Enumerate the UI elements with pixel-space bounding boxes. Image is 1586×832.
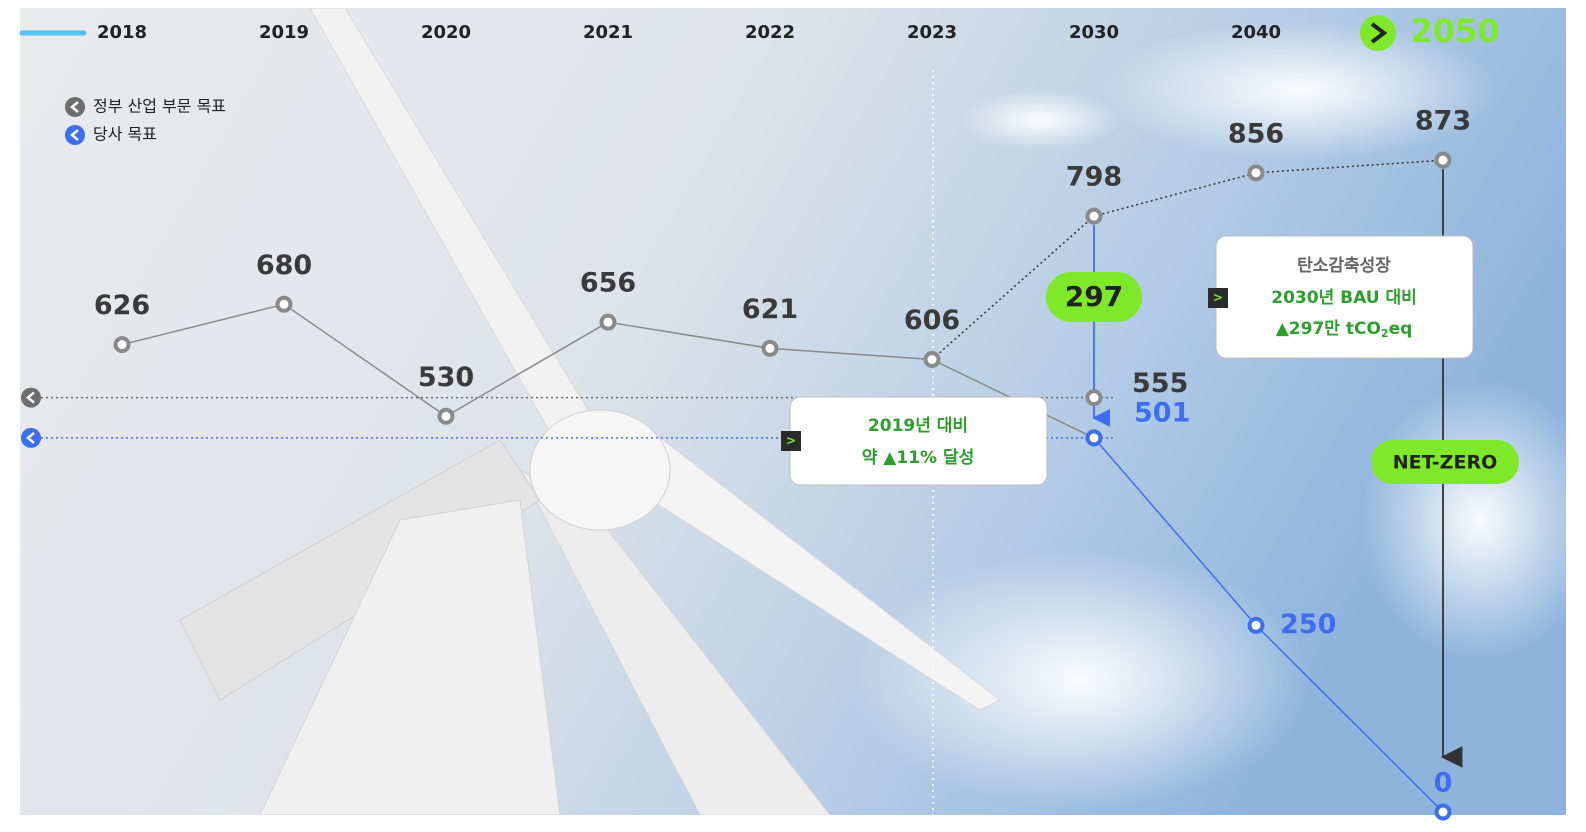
- callout-tag: [781, 431, 801, 451]
- data-label: 656: [580, 268, 636, 299]
- data-point: [437, 407, 455, 425]
- marker-icon: [65, 97, 85, 117]
- plot: 2018 2019 2020 2021 2022 2023 2030 2040 2050 정부 산…: [19, 12, 1519, 821]
- data-label: 680: [256, 250, 312, 281]
- data-point: [761, 339, 779, 357]
- callout-tag-icon: >: [786, 434, 796, 448]
- data-point: [1085, 389, 1103, 407]
- callout-tag-icon: >: [1213, 291, 1223, 305]
- data-point: [1434, 803, 1452, 821]
- data-point: [1247, 616, 1265, 634]
- callout-text: 2019년 대비: [868, 416, 968, 436]
- callout-text: 2030년 BAU 대비: [1271, 288, 1416, 308]
- data-point: [275, 295, 293, 313]
- reduction-badge: [1046, 272, 1142, 322]
- legend-label: 당사 목표: [93, 125, 157, 144]
- netzero-label: NET-ZERO: [1393, 452, 1497, 474]
- x-tick-label: 2021: [583, 22, 633, 43]
- data-point: [599, 313, 617, 331]
- x-tick-label: 2019: [259, 22, 309, 43]
- data-point: [1085, 207, 1103, 225]
- marker-chevron: [26, 431, 35, 444]
- callout-text-part: ▲297만 tCO: [1276, 319, 1381, 339]
- data-point: [1085, 429, 1103, 447]
- data-point: [113, 336, 131, 354]
- x-tick-label: 2020: [421, 22, 471, 43]
- x-tick-label: 2023: [907, 22, 957, 43]
- marker-icon: [21, 387, 41, 408]
- marker-icon: [21, 427, 41, 448]
- marker-chevron: [70, 129, 79, 141]
- data-label: 250: [1280, 609, 1336, 640]
- data-label: 530: [418, 362, 474, 393]
- legend-label: 정부 산업 부문 목표: [93, 97, 226, 116]
- data-point: [923, 351, 941, 369]
- data-label: 555: [1132, 368, 1188, 399]
- data-label: 0: [1434, 768, 1453, 799]
- marker-chevron: [26, 391, 35, 404]
- callout-text-part: 2: [1381, 327, 1389, 340]
- data-label: 626: [94, 290, 150, 321]
- x-tick-label: 2040: [1231, 22, 1281, 43]
- series-line: [121, 303, 933, 418]
- marker-chevron: [70, 101, 79, 113]
- callout-text-part: eq: [1389, 319, 1413, 339]
- data-label: 621: [742, 294, 798, 325]
- marker-icon: [65, 125, 85, 145]
- callout-text: ▲297만 tCO2eq: [1276, 319, 1413, 340]
- data-point: [1434, 151, 1452, 169]
- data-label: 798: [1066, 162, 1122, 193]
- callout-box: [789, 396, 1048, 486]
- x-tick-label: 2030: [1069, 22, 1119, 43]
- callout-title: 탄소감축성장: [1297, 256, 1391, 276]
- netzero-badge: [1371, 440, 1519, 484]
- callout-text: 약 ▲11% 달성: [862, 447, 975, 468]
- data-point: [1247, 164, 1265, 182]
- data-label: 873: [1415, 106, 1471, 137]
- timeline-arrow: [1360, 15, 1396, 51]
- timeline-chevron: [1370, 22, 1388, 44]
- reduction-label: 297: [1065, 280, 1123, 313]
- data-label: 606: [904, 305, 960, 336]
- data-label: 856: [1228, 118, 1284, 149]
- data-label: 501: [1134, 397, 1190, 428]
- x-tick-label: 2050: [1410, 12, 1499, 50]
- series-line: [931, 159, 1444, 361]
- x-tick-label: 2018: [97, 22, 147, 43]
- callout-tag: [1208, 288, 1228, 308]
- x-tick-label: 2022: [745, 22, 795, 43]
